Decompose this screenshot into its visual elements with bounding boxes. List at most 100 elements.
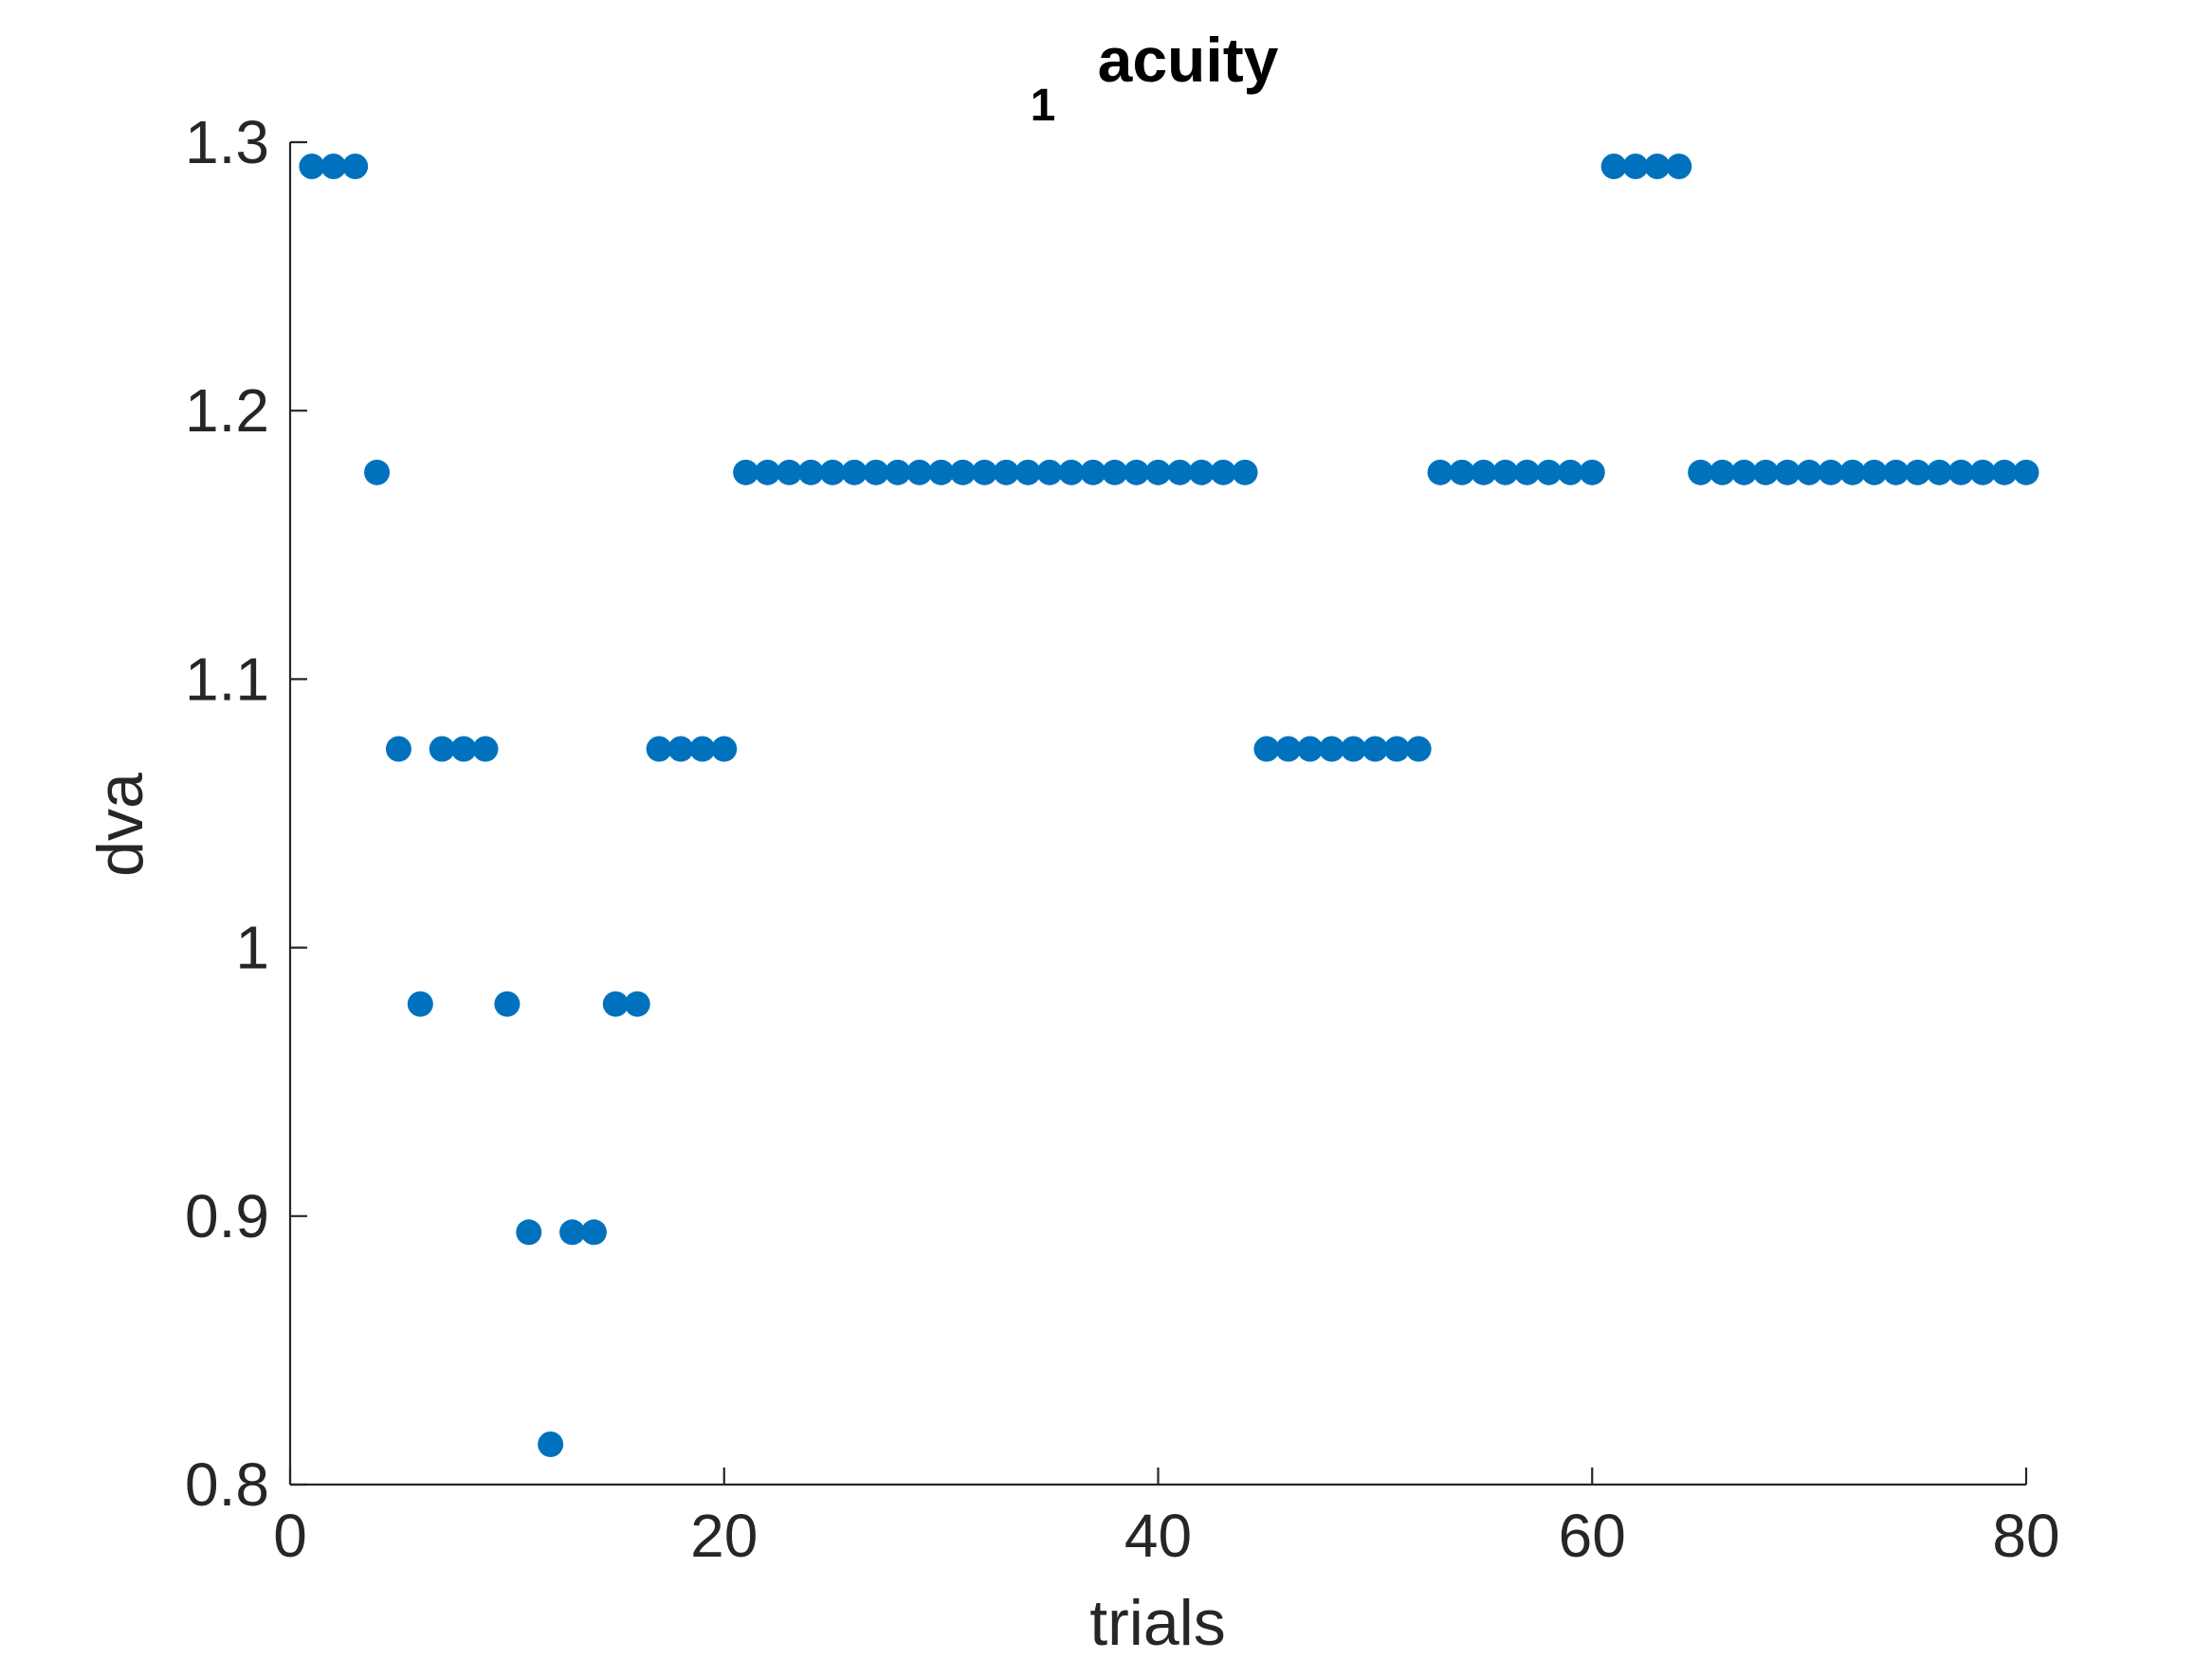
data-point (993, 459, 1019, 485)
data-point (667, 736, 694, 762)
data-point (494, 991, 521, 1017)
data-point (1340, 736, 1366, 762)
data-point (1905, 459, 1931, 485)
data-point (538, 1431, 564, 1458)
x-tick-label: 40 (1124, 1502, 1192, 1570)
data-point (1644, 153, 1671, 179)
ticks: 0 20 40 60 80 0.8 0.9 1 1.1 1.2 1.3 (185, 108, 2060, 1570)
x-tick-label: 20 (690, 1502, 758, 1570)
data-point (863, 459, 889, 485)
data-point (1818, 459, 1844, 485)
data-point (1275, 736, 1302, 762)
data-point (472, 736, 499, 762)
data-point (1449, 459, 1475, 485)
data-point (1839, 459, 1866, 485)
data-point (624, 991, 650, 1017)
chart-title-text: acuity (1098, 25, 1279, 95)
data-point (776, 459, 802, 485)
data-point (950, 459, 977, 485)
data-point (1861, 459, 1888, 485)
data-point (1752, 459, 1779, 485)
data-point (1297, 736, 1324, 762)
data-point (1666, 153, 1692, 179)
data-point (797, 459, 824, 485)
y-tick-label: 1 (235, 914, 269, 982)
data-point (385, 736, 411, 762)
data-point (580, 1219, 607, 1246)
data-point (906, 459, 933, 485)
data-point (928, 459, 955, 485)
data-point (841, 459, 868, 485)
data-point (971, 459, 997, 485)
data-point (1036, 459, 1063, 485)
data-point (1319, 736, 1345, 762)
data-point (299, 153, 325, 179)
data-point (1232, 459, 1258, 485)
data-point (1514, 459, 1541, 485)
data-point (1774, 459, 1801, 485)
data-point (1166, 459, 1193, 485)
y-axis-label: dva (84, 773, 156, 877)
data-point (1622, 153, 1649, 179)
chart-title: 1 acuity (1031, 25, 1279, 131)
data-point (733, 459, 759, 485)
data-point (1188, 459, 1215, 485)
data-point (1557, 459, 1583, 485)
data-point (1080, 459, 1106, 485)
y-tick-label: 0.9 (185, 1182, 269, 1250)
axes (288, 142, 2026, 1486)
data-point (1730, 459, 1757, 485)
data-point (602, 991, 629, 1017)
data-point (364, 459, 391, 485)
data-point (1405, 736, 1432, 762)
x-tick-label: 80 (1992, 1502, 2059, 1570)
data-point (755, 459, 781, 485)
data-point (1124, 459, 1150, 485)
data-point (1383, 736, 1410, 762)
x-tick-label: 60 (1559, 1502, 1626, 1570)
data-point (1102, 459, 1128, 485)
data-point (1579, 459, 1605, 485)
data-point (1991, 459, 2018, 485)
data-point (1492, 459, 1519, 485)
data-point (1926, 459, 1952, 485)
data-point (1796, 459, 1822, 485)
data-point (1362, 736, 1388, 762)
data-point (819, 459, 846, 485)
data-point (2013, 459, 2039, 485)
data-point (1253, 736, 1280, 762)
data-point (342, 153, 369, 179)
data-point (1210, 459, 1236, 485)
data-point (450, 736, 477, 762)
data-point (1058, 459, 1085, 485)
data-point (320, 153, 347, 179)
x-axis-label: trials (1089, 1587, 1226, 1659)
data-point (646, 736, 672, 762)
data-point (1600, 153, 1627, 179)
data-point (1709, 459, 1736, 485)
data-point (1883, 459, 1910, 485)
y-tick-label: 0.8 (185, 1450, 269, 1519)
data-points (299, 153, 2039, 1458)
data-point (1947, 459, 1974, 485)
data-point (1471, 459, 1497, 485)
data-point (1535, 459, 1562, 485)
data-point (711, 736, 738, 762)
x-tick-label: 0 (273, 1502, 307, 1570)
y-tick-label: 1.3 (185, 108, 269, 176)
data-point (689, 736, 716, 762)
y-tick-label: 1.1 (185, 645, 269, 713)
data-point (1015, 459, 1041, 485)
data-point (1427, 459, 1453, 485)
data-point (429, 736, 455, 762)
data-point (1145, 459, 1171, 485)
data-point (1688, 459, 1714, 485)
data-point (885, 459, 911, 485)
data-point (516, 1219, 542, 1246)
title-prefix: 1 (1031, 81, 1056, 131)
y-tick-label: 1.2 (185, 376, 269, 445)
data-point (407, 991, 433, 1017)
data-point (1969, 459, 1996, 485)
